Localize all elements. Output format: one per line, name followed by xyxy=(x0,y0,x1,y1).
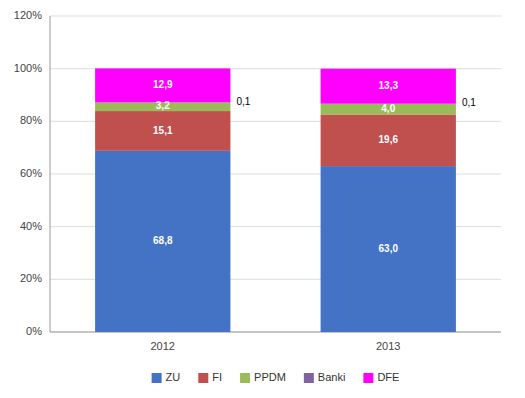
x-tick-label: 2012 xyxy=(151,340,175,352)
legend-swatch xyxy=(304,373,314,383)
x-tick-label: 2013 xyxy=(376,340,400,352)
legend-swatch xyxy=(240,373,250,383)
legend-item: PPDM xyxy=(240,371,286,383)
data-label: 3,2 xyxy=(156,100,170,111)
bar-segment xyxy=(321,166,456,332)
bar-segment xyxy=(95,151,230,332)
y-tick-label: 60% xyxy=(20,167,42,179)
data-label: 15,1 xyxy=(153,125,173,136)
y-axis-line xyxy=(50,16,51,332)
legend-swatch xyxy=(152,373,162,383)
legend-label: DFE xyxy=(377,371,399,383)
legend-item: FI xyxy=(198,371,222,383)
legend-swatch xyxy=(198,373,208,383)
legend-label: FI xyxy=(212,371,222,383)
data-label: 68,8 xyxy=(153,235,173,246)
legend-label: Banki xyxy=(318,371,346,383)
legend-label: PPDM xyxy=(254,371,286,383)
legend-label: ZU xyxy=(166,371,181,383)
data-label: 12,9 xyxy=(153,79,173,90)
y-tick-label: 100% xyxy=(14,62,42,74)
legend-item: Banki xyxy=(304,371,346,383)
bars xyxy=(95,68,456,332)
grid-line xyxy=(50,16,501,17)
data-label: 0,1 xyxy=(236,96,250,107)
legend-item: DFE xyxy=(363,371,399,383)
y-tick-label: 40% xyxy=(20,220,42,232)
data-labels: 68,8 63,0 15,1 19,6 3,2 4,0 0,1 0,1 12,9 13,3 xyxy=(153,79,476,254)
legend-item: ZU xyxy=(152,371,181,383)
bar-segment xyxy=(321,114,456,166)
y-tick-label: 20% xyxy=(20,272,42,284)
data-label: 63,0 xyxy=(379,243,399,254)
bar-segment xyxy=(95,111,230,151)
data-label: 13,3 xyxy=(379,80,399,91)
grid xyxy=(50,16,501,332)
legend: ZU FI PPDM Banki DFE xyxy=(152,371,400,383)
data-label: 0,1 xyxy=(462,97,476,108)
chart: 0% 20% 40% 60% 80% 100% 120% 68,8 63,0 15,1 19,6 3,… xyxy=(0,0,525,398)
data-label: 19,6 xyxy=(379,134,399,145)
bar-segment xyxy=(95,68,230,102)
data-label: 4,0 xyxy=(381,103,395,114)
legend-swatch xyxy=(363,373,373,383)
y-tick-label: 120% xyxy=(14,9,42,21)
y-tick-label: 80% xyxy=(20,114,42,126)
bar-segment xyxy=(321,69,456,104)
y-tick-label: 0% xyxy=(26,325,42,337)
